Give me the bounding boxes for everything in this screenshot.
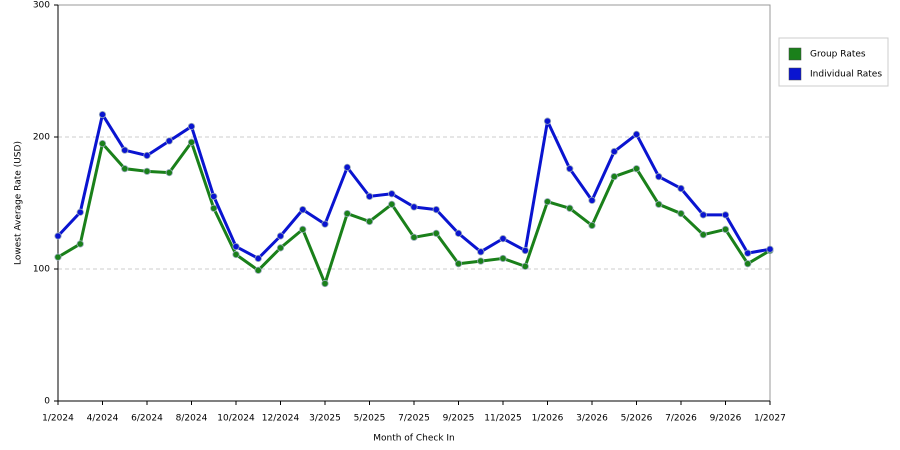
data-point xyxy=(744,260,752,268)
legend-swatch xyxy=(788,67,802,81)
data-point xyxy=(254,266,262,274)
data-point xyxy=(254,254,262,263)
data-point xyxy=(610,173,618,181)
data-point xyxy=(365,192,374,200)
data-point xyxy=(543,198,552,206)
data-point xyxy=(454,260,463,268)
y-tick-label: 0 xyxy=(44,397,50,407)
x-tick-label: 1/2027 xyxy=(754,414,786,424)
data-point xyxy=(521,246,529,255)
data-point xyxy=(432,206,440,214)
x-tick-label: 8/2024 xyxy=(176,414,208,424)
data-point xyxy=(165,169,173,177)
data-point xyxy=(165,137,173,145)
data-point xyxy=(410,233,418,241)
data-point xyxy=(699,211,707,219)
x-tick-label: 7/2025 xyxy=(398,414,430,424)
data-point xyxy=(632,165,641,173)
data-point xyxy=(365,217,374,226)
data-point xyxy=(388,190,396,198)
legend-swatch xyxy=(788,47,802,61)
data-point xyxy=(744,249,752,257)
data-point xyxy=(655,173,663,181)
x-tick-label: 9/2025 xyxy=(443,414,475,424)
plot-frame xyxy=(57,4,771,402)
data-point xyxy=(677,184,685,193)
x-axis-label: Month of Check In xyxy=(373,434,455,444)
data-point xyxy=(276,244,285,252)
data-point xyxy=(477,248,485,256)
data-point xyxy=(54,253,62,261)
y-tick-label: 100 xyxy=(33,265,50,275)
data-point xyxy=(677,209,685,218)
data-point xyxy=(143,151,151,160)
data-point xyxy=(121,146,129,154)
data-point xyxy=(187,138,196,146)
data-point xyxy=(276,232,285,240)
data-point xyxy=(121,165,129,173)
x-tick-label: 10/2024 xyxy=(217,414,255,424)
data-point xyxy=(210,204,218,212)
x-tick-label: 11/2025 xyxy=(484,414,521,424)
data-point xyxy=(766,245,774,253)
data-point xyxy=(499,235,507,243)
data-point xyxy=(477,257,485,265)
legend-label: Individual Rates xyxy=(810,70,882,80)
legend-box xyxy=(778,37,889,87)
x-tick-label: 3/2025 xyxy=(309,414,341,424)
x-tick-label: 3/2026 xyxy=(576,414,608,424)
data-point xyxy=(98,140,107,148)
data-point xyxy=(432,229,440,237)
data-point xyxy=(721,211,730,219)
data-point xyxy=(410,203,418,211)
data-point xyxy=(299,206,307,214)
x-tick-label: 12/2024 xyxy=(262,414,300,424)
data-point xyxy=(588,221,596,230)
data-point xyxy=(299,225,307,233)
data-point xyxy=(98,110,107,119)
y-tick-label: 300 xyxy=(33,1,50,11)
data-point xyxy=(388,200,396,208)
x-tick-label: 5/2026 xyxy=(621,414,653,424)
data-point xyxy=(454,229,463,237)
data-point xyxy=(54,232,62,240)
x-tick-label: 6/2024 xyxy=(131,414,163,424)
data-point xyxy=(232,242,240,251)
x-tick-label: 1/2026 xyxy=(532,414,564,424)
x-tick-label: 4/2024 xyxy=(87,414,119,424)
data-point xyxy=(232,250,240,259)
x-tick-label: 5/2025 xyxy=(354,414,386,424)
data-point xyxy=(543,117,552,125)
y-tick-label: 200 xyxy=(33,133,50,143)
data-point xyxy=(321,279,329,288)
data-point xyxy=(321,220,329,228)
data-point xyxy=(566,165,574,173)
y-axis-label: Lowest Average Rate (USD) xyxy=(14,141,24,265)
x-tick-label: 9/2026 xyxy=(710,414,742,424)
data-point xyxy=(521,262,529,270)
data-point xyxy=(721,225,730,233)
series-line xyxy=(57,140,771,286)
data-point xyxy=(610,147,618,156)
x-tick-label: 1/2024 xyxy=(42,414,74,424)
data-point xyxy=(655,200,663,208)
data-point xyxy=(566,204,574,212)
data-point xyxy=(632,130,641,138)
data-point xyxy=(143,167,151,175)
data-point xyxy=(699,231,707,239)
x-tick-label: 7/2026 xyxy=(665,414,697,424)
data-point xyxy=(343,163,351,171)
data-point xyxy=(187,122,196,131)
data-point xyxy=(76,240,84,248)
data-point xyxy=(343,209,351,218)
data-point xyxy=(210,192,218,200)
data-point xyxy=(76,208,84,216)
data-point xyxy=(499,254,507,263)
data-point xyxy=(588,196,596,204)
legend-label: Group Rates xyxy=(810,50,866,60)
